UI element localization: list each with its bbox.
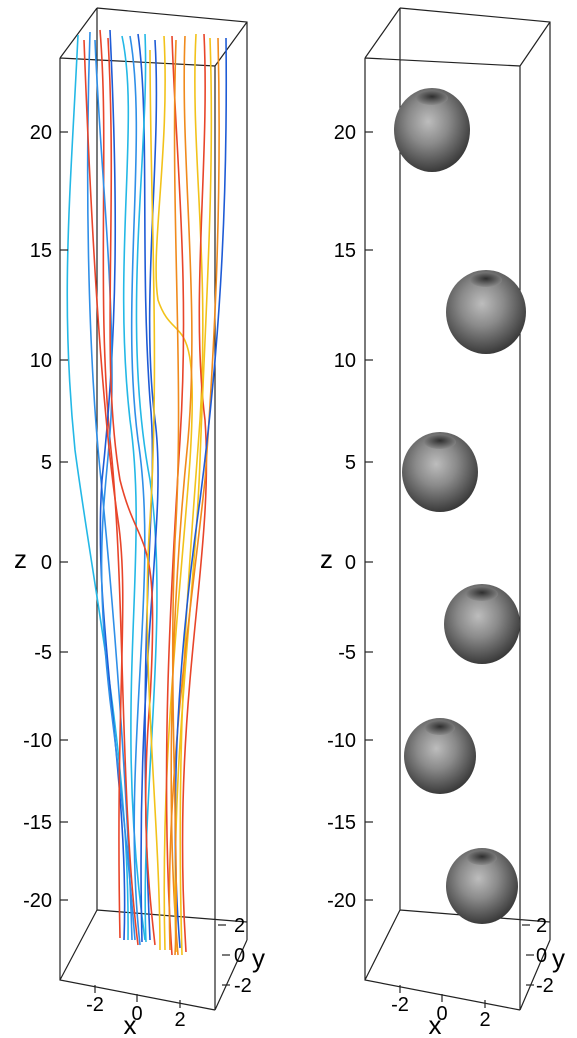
z-tick-label: -5 [34,642,52,664]
z-tick-label: -10 [327,730,356,752]
streamline [146,49,161,951]
toroid [446,270,526,354]
streamline [99,29,139,946]
z-axis-label: z [14,544,27,574]
streamline [135,33,158,943]
y-tick-label: 2 [234,915,245,937]
z-tick-label: -5 [338,642,356,664]
z-tick-label: 5 [41,452,52,474]
streamline [181,33,208,953]
toroid [404,718,476,794]
y-axis: 2 0 -2 y [522,915,565,997]
y-tick-label: 0 [536,945,547,967]
x-axis-label: x [429,1010,442,1038]
toroid-panel: 20 15 10 5 0 -5 -10 -15 -20 z -2 0 2 x 2… [320,7,565,1038]
streamline [168,37,220,951]
y-axis-label: y [252,943,265,973]
streamline [66,34,129,941]
streamline [179,33,204,956]
y-axis-label: y [552,943,565,973]
x-tick-label: -2 [391,994,409,1016]
streamline [94,39,136,941]
x-axis-label: x [124,1010,137,1038]
streamline [165,35,185,956]
y-tick-label: 0 [234,945,245,967]
streamline-panel: 20 15 10 5 0 -5 -10 -15 -20 z -2 0 2 x 2… [14,7,265,1038]
z-tick-label: -10 [23,730,52,752]
streamline [86,31,133,941]
z-tick-label: -15 [327,812,356,834]
z-tick-label: 15 [334,240,356,262]
streamline [107,37,156,946]
x-tick-label: 0 [131,1003,142,1025]
y-axis: 2 0 -2 y [218,915,265,997]
x-axis: -2 0 2 x [86,985,186,1038]
z-axis: 20 15 10 5 0 -5 -10 -15 -20 z [320,122,373,912]
z-tick-label: 0 [41,552,52,574]
y-tick-label: -2 [536,975,554,997]
z-axis-label: z [320,544,333,574]
streamlines [66,29,228,956]
y-tick-label: -2 [234,975,252,997]
y-tick-label: 2 [536,915,547,937]
streamline [129,35,146,946]
toroid [394,88,470,172]
streamline [83,39,124,939]
x-tick-label: 0 [436,1003,447,1025]
toroid [444,584,520,664]
x-axis: -2 0 2 x [391,985,491,1038]
streamline [140,39,159,943]
z-tick-label: 0 [345,552,356,574]
x-tick-label: 2 [479,1009,490,1031]
toroid [402,432,478,512]
streamline [170,35,193,956]
z-tick-label: 10 [334,350,356,372]
z-tick-label: 15 [30,240,52,262]
z-tick-label: 20 [30,122,52,144]
x-tick-label: -2 [86,994,104,1016]
streamline [174,37,213,953]
toroid [446,848,518,924]
z-tick-label: 5 [345,452,356,474]
x-tick-label: 2 [174,1009,185,1031]
z-tick-label: 10 [30,350,52,372]
z-tick-label: -15 [23,812,52,834]
streamline [171,39,180,956]
z-tick-label: -20 [327,890,356,912]
streamline [155,35,194,951]
streamline [121,35,146,941]
z-tick-label: 20 [334,122,356,144]
z-tick-label: -20 [23,890,52,912]
bounding-box [59,7,248,1011]
z-axis: 20 15 10 5 0 -5 -10 -15 -20 z [14,122,68,912]
